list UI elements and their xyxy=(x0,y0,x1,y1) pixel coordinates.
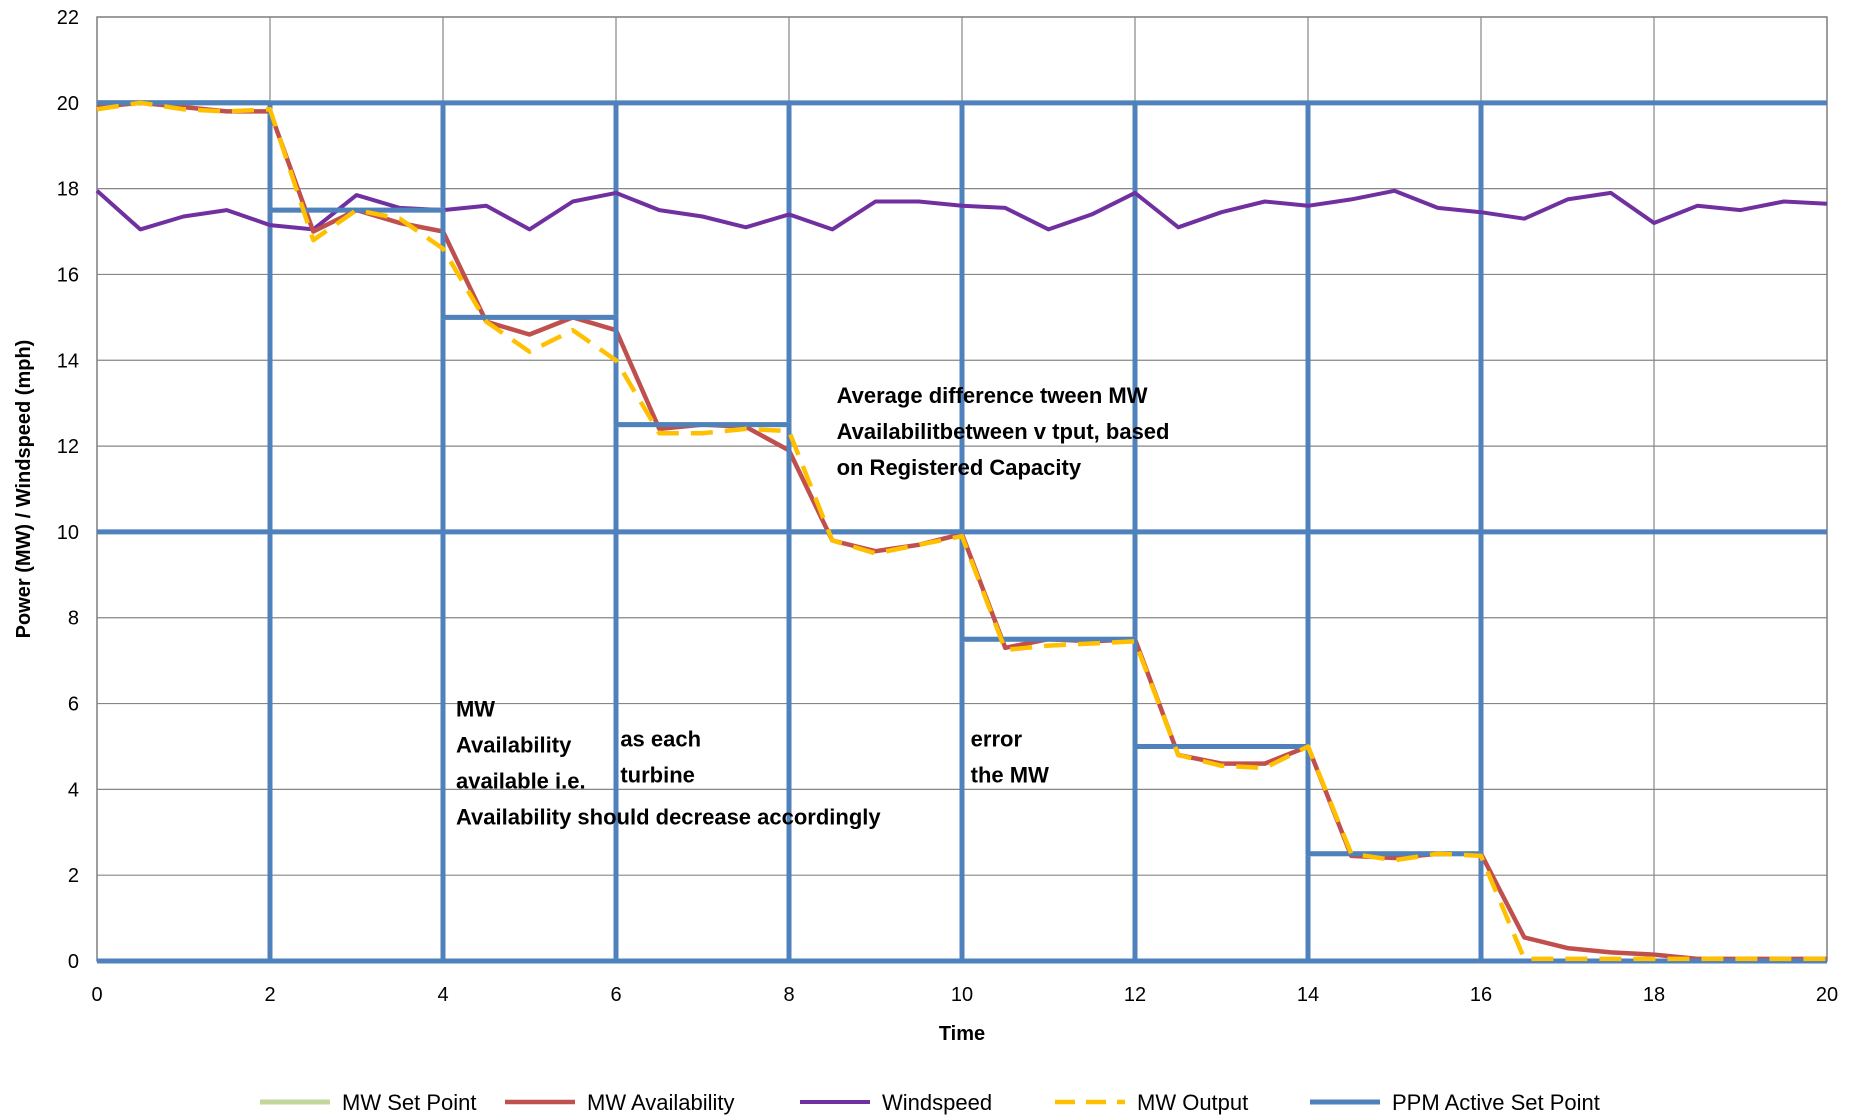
annotation-line: as each xyxy=(620,726,701,751)
legend: MW Set Point MW Availability Windspeed MW O… xyxy=(260,1090,1600,1115)
x-tick-label: 20 xyxy=(1816,984,1838,1006)
y-tick-label: 6 xyxy=(68,694,79,716)
annotation: as each turbine xyxy=(620,726,701,787)
annotation-line: MW xyxy=(456,696,495,721)
annotation: MW Availability available i.e. Availability… xyxy=(456,696,881,829)
series-group xyxy=(95,100,1828,964)
series-line-windspeed xyxy=(95,188,1828,232)
legend-ppm-active-set-point-label: PPM Active Set Point xyxy=(1392,1090,1600,1115)
y-tick-label: 22 xyxy=(57,7,79,29)
x-tick-label: 10 xyxy=(951,984,973,1006)
y-tick-label: 12 xyxy=(57,436,79,458)
y-tick-label: 18 xyxy=(57,179,79,201)
x-tick-label: 18 xyxy=(1643,984,1665,1006)
x-tick-label: 8 xyxy=(783,984,794,1006)
y-tick-label: 0 xyxy=(68,951,79,973)
annotation-line: Availabilitbetween v tput, based xyxy=(837,419,1170,444)
x-axis-title: Time xyxy=(939,1023,985,1045)
y-tick-labels: 0 2 4 6 8 10 12 14 16 18 20 22 xyxy=(57,7,79,973)
legend-mw-set-point-label: MW Set Point xyxy=(342,1090,476,1115)
x-tick-label: 2 xyxy=(264,984,275,1006)
y-axis-title: Power (MW) / Windspeed (mph) xyxy=(13,340,35,639)
annotation: Average difference tween MW Availabilitbe… xyxy=(837,383,1170,480)
x-tick-labels: 0 2 4 6 8 10 12 14 16 18 20 xyxy=(91,984,1838,1006)
annotation: error the MW xyxy=(971,726,1049,787)
annotation-line: Availability should decrease accordingly xyxy=(456,804,881,829)
y-tick-label: 4 xyxy=(68,779,79,801)
y-tick-label: 16 xyxy=(57,264,79,286)
annotation-line: turbine xyxy=(620,762,695,787)
series-line-mw-output xyxy=(96,100,1827,962)
annotation-line: Average difference tween MW xyxy=(837,383,1148,408)
legend-mw-availability-label: MW Availability xyxy=(587,1090,735,1115)
annotation-line: the MW xyxy=(971,762,1049,787)
x-tick-label: 4 xyxy=(437,984,448,1006)
legend-mw-output-label: MW Output xyxy=(1137,1090,1248,1115)
annotation-line: error xyxy=(971,726,1023,751)
x-tick-label: 6 xyxy=(610,984,621,1006)
annotation-line: on Registered Capacity xyxy=(837,455,1082,480)
y-tick-label: 20 xyxy=(57,93,79,115)
annotation-line: Availability xyxy=(456,732,572,757)
y-tick-label: 2 xyxy=(68,865,79,887)
x-tick-label: 14 xyxy=(1297,984,1319,1006)
annotation-line: available i.e. xyxy=(456,768,586,793)
y-tick-label: 14 xyxy=(57,350,79,372)
legend-windspeed-label: Windspeed xyxy=(882,1090,992,1115)
y-tick-label: 10 xyxy=(57,522,79,544)
series-line-ppm-active-set-point xyxy=(97,100,1827,964)
x-tick-label: 0 xyxy=(91,984,102,1006)
annotations: Average difference tween MW Availabilitbe… xyxy=(456,383,1170,829)
y-tick-label: 8 xyxy=(68,608,79,630)
x-tick-label: 16 xyxy=(1470,984,1492,1006)
x-tick-label: 12 xyxy=(1124,984,1146,1006)
